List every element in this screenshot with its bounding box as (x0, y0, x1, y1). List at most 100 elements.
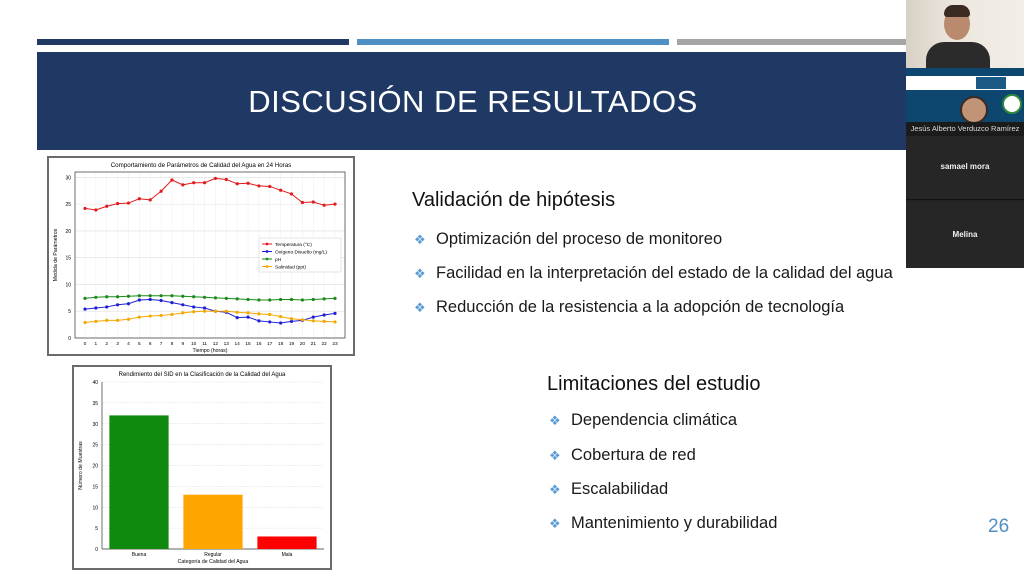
data-point (202, 306, 207, 310)
data-point (126, 294, 131, 298)
data-point (257, 184, 261, 188)
data-point (137, 294, 141, 298)
data-point (333, 320, 337, 324)
data-point (235, 316, 239, 320)
data-point (192, 310, 196, 314)
bar (183, 494, 243, 549)
x-tick-label: 6 (149, 341, 152, 347)
data-point (322, 203, 326, 207)
y-tick-label: 15 (65, 256, 71, 262)
x-tick-label: 7 (160, 341, 163, 347)
y-tick-label: 5 (68, 309, 71, 315)
data-point (311, 315, 315, 319)
diamond-bullet-icon: ❖ (549, 448, 561, 463)
data-point (83, 296, 87, 300)
data-point (300, 200, 304, 205)
list-item: ❖ Optimización del proceso de monitoreo (414, 230, 722, 249)
x-tick-label: 2 (105, 341, 108, 347)
data-point (105, 318, 109, 322)
list-item: ❖ Reducción de la resistencia a la adopci… (414, 298, 844, 317)
data-point (94, 295, 98, 299)
data-point (148, 294, 152, 298)
list-item: ❖ Cobertura de red (549, 446, 696, 465)
bullet-text: Optimización del proceso de monitoreo (436, 230, 723, 248)
x-tick-label: Regular (204, 552, 222, 558)
data-point (202, 309, 207, 313)
y-tick-label: 25 (92, 443, 98, 449)
y-tick-label: 5 (95, 526, 98, 532)
diamond-bullet-icon: ❖ (414, 232, 426, 247)
x-tick-label: 18 (278, 341, 284, 347)
legend-marker (265, 250, 269, 253)
data-point (213, 309, 218, 313)
x-tick-label: 20 (300, 341, 306, 347)
data-point (181, 183, 185, 187)
data-point (322, 319, 326, 323)
data-point (311, 319, 315, 323)
data-point (137, 197, 141, 201)
data-point (289, 297, 294, 302)
diamond-bullet-icon: ❖ (549, 413, 561, 428)
x-axis-label: Tiempo (horas) (193, 348, 228, 354)
data-point (94, 306, 98, 310)
y-tick-label: 10 (65, 282, 71, 288)
y-tick-label: 10 (92, 505, 98, 511)
participant-tile-samael[interactable]: samael mora (906, 136, 1024, 200)
x-tick-label: 21 (311, 341, 317, 347)
y-tick-label: 0 (68, 336, 71, 342)
y-tick-label: 30 (65, 175, 71, 181)
x-tick-label: 15 (245, 341, 251, 347)
y-tick-label: 35 (92, 401, 98, 407)
data-point (126, 302, 131, 306)
diamond-bullet-icon: ❖ (414, 266, 426, 281)
plot-area (74, 171, 346, 339)
data-point (333, 202, 337, 206)
x-axis-label: Categoría de Calidad del Agua (178, 559, 249, 565)
data-point (322, 313, 326, 317)
x-tick-label: 9 (181, 341, 184, 347)
y-axis-label: Número de Muestras (78, 441, 84, 490)
data-point (279, 321, 283, 325)
bullet-text: Reducción de la resistencia a la adopció… (436, 298, 845, 316)
x-tick-label: Mala (282, 552, 293, 558)
data-point (311, 200, 315, 204)
data-point (116, 295, 120, 299)
data-point (279, 297, 283, 302)
data-point (192, 181, 196, 185)
data-point (300, 318, 304, 322)
x-tick-label: 12 (213, 341, 219, 347)
series-line (84, 295, 336, 301)
badge-icon (1002, 94, 1022, 114)
x-tick-label: 5 (138, 341, 141, 347)
data-point (279, 188, 283, 192)
legend-label: Oxígeno Disuelto (mg/L) (275, 249, 327, 255)
x-tick-label: 23 (332, 341, 338, 347)
participant-hair (944, 5, 970, 17)
bullet-text: Facilidad en la interpretación del estad… (436, 264, 893, 282)
participant-name-label: Jesús Alberto Verduzco Ramírez (906, 122, 1024, 136)
data-point (105, 204, 109, 208)
data-point (83, 320, 87, 325)
slide-title: DISCUSIÓN DE RESULTADOS (248, 84, 698, 119)
section-heading-hypothesis: Validación de hipótesis (412, 189, 616, 211)
series-line (84, 298, 336, 324)
participants-panel: Jesús Alberto Verduzco Ramírez samael mo… (906, 0, 1024, 268)
data-point (202, 295, 207, 299)
legend-box (258, 237, 342, 273)
data-point (83, 307, 87, 311)
data-point (333, 311, 337, 315)
data-point (257, 319, 261, 323)
legend-marker (265, 257, 269, 261)
data-point (246, 311, 250, 315)
data-point (289, 317, 294, 321)
participant-name-label: samael mora (940, 162, 990, 171)
legend-marker (265, 242, 269, 246)
top-accent-bar-gray (677, 39, 909, 45)
participant-avatar (960, 96, 988, 124)
x-tick-label: 4 (127, 341, 130, 347)
data-point (235, 297, 239, 301)
participant-tile-camera[interactable] (906, 0, 1024, 68)
data-point (181, 294, 185, 298)
data-point (170, 312, 174, 317)
participant-tile-melina[interactable]: Melina (906, 202, 1024, 268)
